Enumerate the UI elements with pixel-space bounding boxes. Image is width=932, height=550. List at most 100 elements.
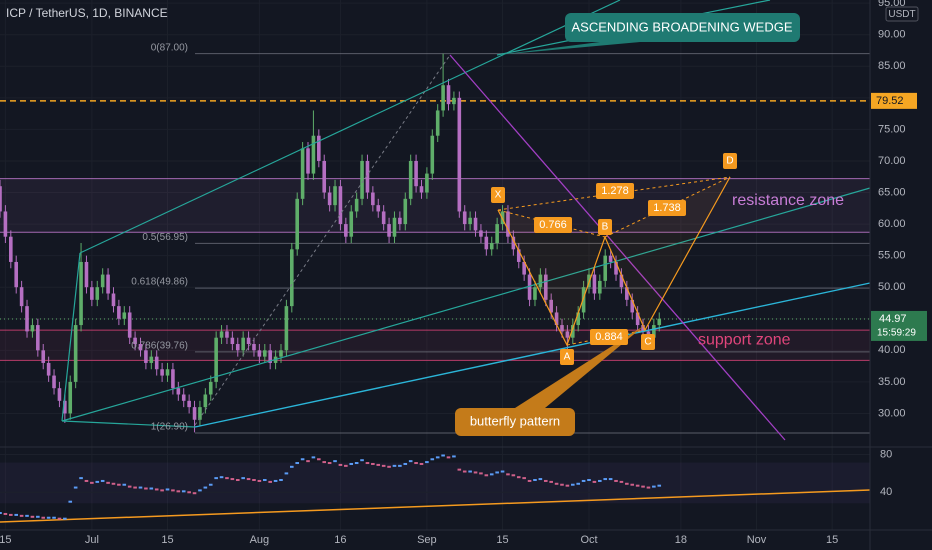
- pattern-point: X: [495, 190, 502, 201]
- rsi-point: [279, 479, 283, 482]
- rsi-point: [408, 460, 413, 463]
- rsi-point: [187, 491, 191, 494]
- x-tick-label: 15: [496, 534, 508, 546]
- candle-body: [160, 369, 164, 376]
- candle-body: [252, 344, 256, 351]
- candle-body: [641, 325, 645, 332]
- candle-body: [435, 110, 440, 136]
- candle-body: [90, 287, 94, 300]
- candle-body: [68, 381, 73, 414]
- rsi-point: [225, 477, 229, 480]
- candle-body: [187, 400, 191, 408]
- pattern-point-box: [560, 349, 574, 365]
- rsi-point: [543, 479, 548, 482]
- rsi-point: [133, 486, 137, 489]
- rsi-point: [457, 468, 462, 471]
- candle-body: [214, 337, 218, 382]
- rsi-point: [79, 477, 83, 480]
- pattern-point: A: [564, 352, 571, 363]
- y-tick-label: 30.00: [878, 407, 906, 419]
- wedge-pointer: [497, 42, 640, 55]
- rsi-point: [122, 483, 127, 486]
- rsi-point: [608, 478, 613, 481]
- x-tick-label: 18: [675, 534, 687, 546]
- rsi-point: [500, 470, 505, 473]
- rsi-point: [516, 476, 521, 479]
- candle-body: [63, 400, 67, 414]
- y-tick-label: 40.00: [878, 344, 906, 356]
- rsi-point: [111, 482, 116, 485]
- rsi-point: [317, 458, 321, 461]
- candle-body: [3, 211, 8, 237]
- rsi-point: [214, 477, 218, 480]
- candle-body: [614, 261, 618, 275]
- pattern-callout: [455, 408, 575, 436]
- candle-body: [554, 312, 559, 326]
- rsi-tick-label: 40: [880, 486, 892, 498]
- candle-body: [457, 97, 462, 212]
- candle-body: [79, 261, 83, 326]
- candle-body: [511, 236, 516, 250]
- labels-layer: resistance zone support zone 0(87.00) 0.5(5…: [131, 42, 844, 432]
- rsi-point: [90, 481, 94, 484]
- candle-body: [419, 186, 424, 193]
- y-tick-label: 85.00: [878, 60, 906, 72]
- rsi-point: [154, 488, 159, 491]
- candle-body: [430, 135, 435, 174]
- pattern-label: butterfly pattern: [470, 413, 560, 428]
- candle-body: [392, 217, 397, 237]
- ratio-label: 0.766: [539, 219, 567, 231]
- candle-body: [425, 173, 429, 193]
- rsi-point: [360, 459, 364, 462]
- candle-body: [30, 325, 35, 332]
- rsi-point: [630, 483, 635, 486]
- candle-body: [46, 362, 51, 376]
- wedge-base: [61, 420, 196, 428]
- candle-body: [230, 337, 235, 345]
- rsi-point: [495, 471, 499, 474]
- rsi-point: [338, 463, 343, 466]
- rsi-point: [522, 477, 526, 480]
- rsi-band: [0, 462, 870, 504]
- marked-price-label: 79.52: [876, 95, 904, 107]
- fib-trend: [194, 54, 451, 426]
- candle-body: [344, 224, 348, 237]
- last-price-box: [871, 310, 927, 341]
- pattern-point: C: [644, 337, 651, 348]
- rsi-point: [554, 482, 559, 485]
- rsi-point: [327, 462, 332, 465]
- candle-body: [381, 211, 386, 225]
- rsi-point: [479, 472, 483, 475]
- candle-body: [446, 85, 451, 105]
- rsi-point: [106, 481, 110, 484]
- rsi-point: [452, 455, 456, 458]
- candle-body: [208, 381, 213, 395]
- rsi-point: [560, 483, 564, 486]
- rsi-point: [160, 489, 164, 492]
- rsi-tick-label: 80: [880, 448, 892, 460]
- rsi-point: [176, 490, 181, 493]
- candle-body: [452, 97, 456, 105]
- rsi-point: [208, 483, 213, 486]
- candle-body: [219, 331, 224, 338]
- rsi-point: [419, 462, 424, 465]
- candle-body: [133, 337, 137, 345]
- rsi-point: [446, 456, 451, 459]
- rsi-point: [403, 462, 408, 465]
- rsi-point: [592, 480, 597, 483]
- rsi-point: [614, 479, 618, 482]
- rsi-point: [235, 479, 240, 482]
- candles-layer: [0, 53, 871, 523]
- zone-label: resistance zone: [732, 192, 844, 209]
- rsi-point: [619, 480, 624, 483]
- zone-label: support zone: [698, 331, 791, 348]
- rsi-point: [435, 456, 440, 459]
- x-tick-label: Oct: [580, 534, 597, 546]
- currency: USDT: [888, 9, 915, 20]
- rsi-point: [9, 513, 13, 516]
- candle-body: [619, 274, 624, 288]
- ratio-box: [590, 329, 628, 345]
- rsi-point: [192, 492, 197, 495]
- rsi-point: [311, 456, 316, 459]
- candle-body: [95, 287, 100, 300]
